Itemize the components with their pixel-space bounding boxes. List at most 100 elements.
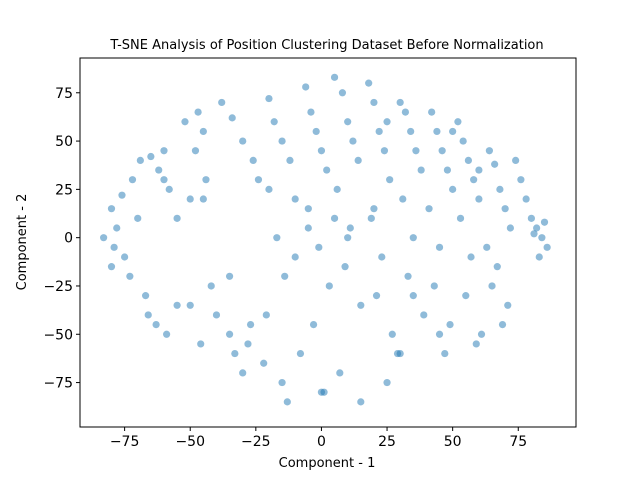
scatter-point (270, 118, 278, 126)
scatter-point (199, 127, 207, 136)
scatter-point (323, 166, 331, 174)
scatter-point (459, 137, 467, 145)
scatter-point (262, 311, 270, 319)
scatter-point (225, 330, 234, 338)
scatter-point (325, 282, 333, 290)
scatter-point (218, 98, 226, 107)
scatter-point (304, 205, 312, 213)
scatter-point (155, 166, 163, 174)
scatter-point (375, 127, 383, 136)
scatter-point (483, 243, 491, 251)
scatter-point (283, 398, 291, 406)
scatter-point (239, 137, 247, 145)
scatter-point (378, 253, 386, 261)
scatter-point (533, 224, 541, 232)
y-axis-ticks: −75 −50 −25 0 25 50 75 (43, 86, 80, 392)
scatter-point (186, 301, 194, 309)
scatter-point (441, 349, 449, 358)
scatter-point (409, 234, 417, 242)
scatter-point (396, 98, 404, 107)
scatter-point (446, 321, 454, 329)
y-tick-label: 25 (55, 182, 73, 198)
scatter-point (286, 156, 294, 164)
scatter-point (467, 253, 475, 261)
scatter-point (433, 127, 441, 136)
scatter-point (160, 176, 168, 184)
scatter-point (173, 214, 181, 222)
scatter-point (126, 272, 134, 280)
scatter-point (110, 243, 118, 251)
scatter-point (367, 214, 375, 222)
scatter-point (493, 263, 501, 271)
scatter-point (420, 311, 428, 319)
scatter-point (307, 108, 315, 116)
scatter-point (281, 272, 289, 280)
scatter-point (412, 147, 420, 155)
scatter-point (173, 301, 181, 309)
scatter-point (244, 340, 252, 348)
y-tick-label: 0 (64, 231, 73, 247)
scatter-point (365, 79, 373, 87)
y-tick-label: −25 (43, 279, 73, 295)
scatter-point (443, 166, 452, 174)
scatter-point (165, 185, 173, 193)
scatter-point (152, 321, 160, 329)
plot-frame (79, 57, 577, 428)
scatter-point (121, 253, 129, 261)
scatter-point (163, 330, 171, 338)
scatter-point (309, 321, 318, 329)
scatter-point (291, 253, 299, 261)
scatter-point (517, 176, 525, 184)
scatter-point (401, 108, 410, 116)
scatter-point (302, 83, 310, 91)
scatter-point (435, 330, 444, 338)
scatter-point (475, 195, 483, 203)
scatter-point (407, 127, 415, 136)
chart-title: T-SNE Analysis of Position Clustering Da… (109, 38, 543, 53)
scatter-point (477, 330, 486, 338)
scatter-point (260, 359, 268, 367)
scatter-point (100, 234, 108, 242)
scatter-point (535, 253, 543, 261)
scatter-point (354, 156, 362, 164)
scatter-point (147, 152, 155, 161)
scatter-point (278, 378, 286, 387)
scatter-point (330, 214, 339, 222)
scatter-point (278, 137, 286, 145)
scatter-point (404, 272, 412, 280)
scatter-point (346, 224, 354, 232)
scatter-point (449, 127, 457, 136)
scatter-point (344, 234, 352, 242)
scatter-point (491, 160, 499, 168)
scatter-point (530, 230, 538, 238)
scatter-point (456, 214, 465, 222)
y-axis-label: Component - 2 (15, 194, 30, 291)
scatter-point (212, 311, 221, 319)
scatter-point (383, 378, 391, 387)
scatter-point (228, 114, 236, 122)
x-tick-label: 75 (509, 434, 527, 450)
scatter-point (341, 263, 349, 271)
scatter-point (425, 205, 433, 213)
scatter-point (181, 118, 189, 126)
scatter-point (370, 205, 378, 213)
scatter-point (113, 224, 121, 232)
scatter-point (383, 118, 391, 126)
scatter-point (357, 398, 365, 406)
scatter-point (118, 191, 126, 199)
scatter-point (142, 292, 150, 300)
scatter-point (330, 73, 339, 81)
scatter-point (254, 176, 263, 184)
scatter-point (191, 147, 200, 155)
scatter-point (246, 321, 255, 329)
scatter-point (462, 292, 470, 300)
scatter-point (186, 195, 194, 203)
scatter-point (338, 89, 347, 97)
x-tick-label: −75 (110, 434, 140, 450)
scatter-point (472, 340, 480, 348)
scatter-point (475, 166, 483, 174)
scatter-point (312, 127, 320, 136)
scatter-point (454, 118, 462, 126)
scatter-point (522, 195, 530, 203)
